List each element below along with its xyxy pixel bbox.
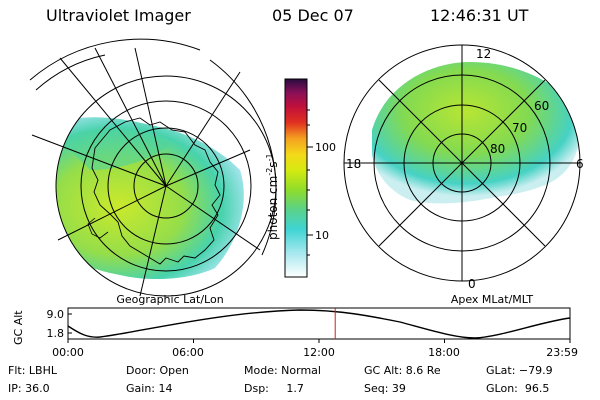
lat-label-60: 60	[534, 99, 549, 113]
continent-outline	[91, 117, 221, 265]
gain-status: Gain: 14	[126, 382, 173, 395]
orbit-ylabel: GC Alt	[12, 310, 25, 345]
instrument-title: Ultraviolet Imager	[46, 6, 191, 25]
orbit-xtick-0000: 00:00	[52, 346, 84, 359]
filter-status: Flt: LBHL	[8, 364, 57, 377]
seq-status: Seq: 39	[364, 382, 406, 395]
mlt-label-18: 18	[346, 157, 361, 171]
geographic-map	[29, 38, 277, 297]
lat-label-70: 70	[512, 121, 527, 135]
mlt-label-12: 12	[476, 47, 491, 61]
orbit-xtick-1200: 12:00	[303, 346, 335, 359]
orbit-altitude-curve	[67, 309, 571, 339]
ip-status: IP: 36.0	[8, 382, 50, 395]
orbit-xtick-2359: 23:59	[546, 346, 578, 359]
orbit-xtick-0600: 06:00	[172, 346, 204, 359]
colorbar: 100 10 photon cm-2s-1	[265, 78, 336, 278]
orbit-plot	[67, 307, 571, 343]
right-map-label: Apex MLat/MLT	[451, 293, 534, 306]
orbit-ytick-9: 9.0	[47, 308, 65, 321]
time-label: 12:46:31 UT	[430, 6, 529, 25]
door-status: Door: Open	[126, 364, 189, 377]
left-map-label: Geographic Lat/Lon	[116, 293, 223, 306]
magnetic-map: 12 6 0 18 60 70 80	[343, 44, 584, 291]
lat-label-80: 80	[490, 142, 505, 156]
date-label: 05 Dec 07	[272, 6, 354, 25]
colorbar-unit: photon cm-2s-1	[265, 153, 280, 240]
glat-status: GLat: −79.9	[486, 364, 553, 377]
mlt-label-0: 0	[468, 277, 476, 291]
mlt-label-6: 6	[576, 157, 584, 171]
orbit-ytick-1-8: 1.8	[47, 327, 65, 340]
dsp-status: Dsp: 1.7	[244, 382, 304, 395]
mode-status: Mode: Normal	[244, 364, 321, 377]
orbit-xtick-1800: 18:00	[428, 346, 460, 359]
aurora-image-right	[372, 62, 580, 204]
gc-alt-status: GC Alt: 8.6 Re	[364, 364, 441, 377]
colorbar-tick-10: 10	[315, 229, 329, 242]
glon-status: GLon: 96.5	[486, 382, 550, 395]
colorbar-tick-100: 100	[315, 141, 336, 154]
